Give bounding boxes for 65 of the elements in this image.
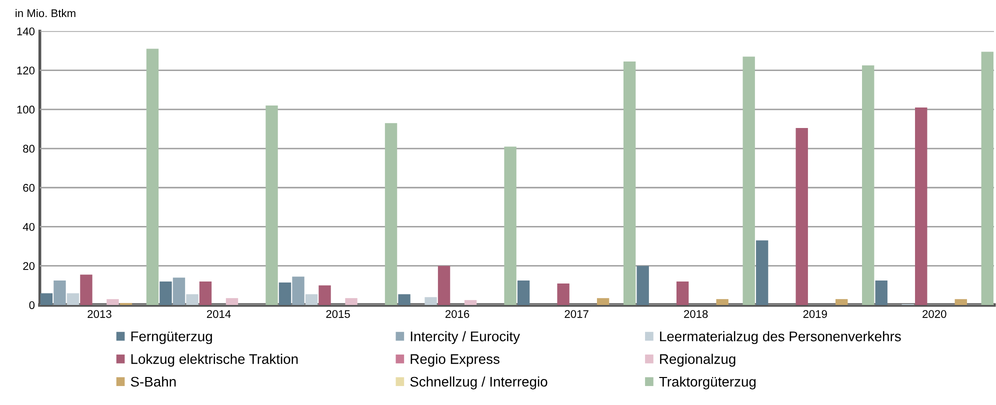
legend-label: Ferngüterzug — [131, 332, 212, 344]
bar — [517, 280, 530, 305]
bar — [66, 293, 80, 305]
x-tick-label: 2019 — [803, 310, 827, 318]
legend-label: Traktorgüterzug — [659, 376, 756, 390]
bar — [756, 240, 768, 305]
y-tick-label: 20 — [23, 262, 35, 270]
y-tick-label: 140 — [17, 27, 35, 36]
y-tick-label: 120 — [17, 66, 35, 74]
bar — [557, 283, 570, 305]
bar — [226, 298, 238, 305]
bar — [424, 297, 437, 305]
y-tick-label: 0 — [29, 301, 35, 310]
bar — [54, 280, 66, 305]
bar — [305, 294, 318, 305]
bar — [160, 282, 172, 305]
bar — [80, 274, 92, 305]
bar — [318, 285, 331, 305]
bar — [636, 266, 649, 305]
legend-label: Leermaterialzug des Personenverkehrs — [660, 331, 901, 344]
bar — [862, 65, 874, 305]
y-tick-label: 60 — [23, 184, 35, 192]
x-tick-label: 2017 — [564, 310, 588, 318]
bar — [345, 298, 358, 305]
bar — [836, 299, 848, 305]
y-tick-label: 80 — [23, 144, 35, 153]
bar — [915, 107, 928, 305]
legend-label: Schnellzug / Interregio — [410, 376, 548, 390]
bar — [146, 48, 159, 305]
bar — [186, 294, 198, 305]
bar — [199, 282, 212, 305]
x-tick-label: 2016 — [445, 310, 470, 318]
bar — [292, 276, 304, 305]
x-tick-label: 2020 — [922, 310, 946, 318]
bar — [398, 294, 410, 305]
y-tick-label: 40 — [22, 223, 35, 231]
legend-label: S-Bahn — [130, 376, 176, 387]
x-tick-label: 2015 — [326, 310, 350, 318]
bar — [875, 280, 888, 305]
bar — [278, 282, 292, 305]
legend-label: Intercity / Eurocity — [410, 331, 520, 344]
bar — [954, 299, 967, 305]
bar — [981, 52, 994, 305]
bar — [504, 146, 516, 305]
bar — [464, 300, 477, 305]
bar — [438, 266, 450, 305]
y-tick-label: 100 — [17, 106, 35, 114]
bar — [172, 278, 186, 305]
x-tick-label: 2013 — [88, 310, 112, 318]
legend-label: Regio Express — [410, 354, 500, 367]
bar — [716, 299, 728, 305]
bar — [384, 123, 398, 305]
x-tick-label: 2014 — [206, 310, 231, 318]
y-axis-title: in Mio. Btkm — [16, 8, 76, 18]
bar — [623, 61, 636, 305]
legend-label: Regionalzug — [660, 354, 736, 367]
bar — [106, 299, 119, 305]
bar — [676, 282, 689, 305]
x-tick-label: 2018 — [684, 310, 708, 318]
legend-label: Lokzug elektrische Traktion — [131, 354, 298, 367]
bar — [40, 293, 53, 305]
bar — [596, 298, 610, 305]
bar — [742, 56, 755, 305]
bar — [796, 128, 808, 305]
bar — [266, 105, 278, 305]
